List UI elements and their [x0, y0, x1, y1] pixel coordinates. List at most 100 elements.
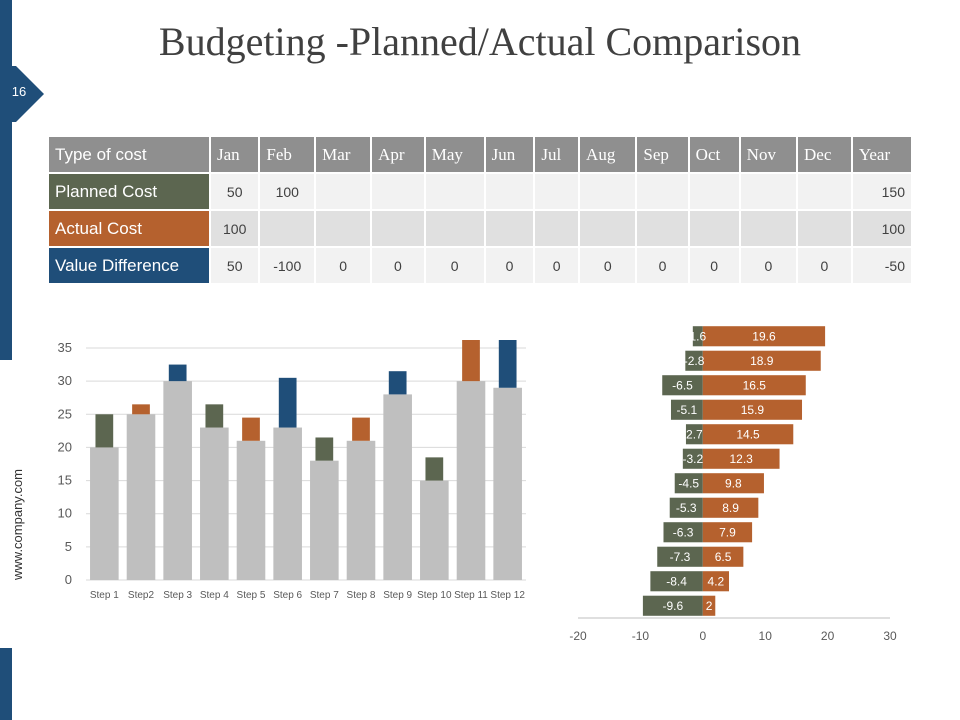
- bar-increment: [352, 417, 370, 441]
- bar-positive: [702, 326, 826, 347]
- table-cell: 100: [260, 174, 315, 209]
- table-cell: [689, 211, 739, 246]
- bar-increment: [425, 457, 444, 481]
- x-tick-label: -20: [569, 629, 587, 643]
- bar-increment: [315, 437, 334, 461]
- data-label-negative: -9.6: [663, 599, 684, 613]
- y-tick-label: 10: [58, 506, 72, 521]
- table-cell: [372, 211, 424, 246]
- bar-base: [236, 440, 266, 580]
- bar-negative: [674, 473, 703, 494]
- bar-increment: [462, 331, 480, 382]
- bar-base: [310, 460, 339, 580]
- x-tick-label: Step 3: [163, 590, 192, 601]
- table-cell: -50: [852, 248, 911, 283]
- table-cell: 50: [211, 248, 259, 283]
- table-cell: 100: [852, 211, 911, 246]
- x-tick-label: Step 5: [237, 590, 266, 601]
- bar-positive: [702, 571, 730, 592]
- y-tick-label: 20: [58, 439, 72, 454]
- y-tick-label: 25: [58, 406, 72, 421]
- table-cell: 0: [535, 248, 579, 283]
- data-label-positive: 6.5: [715, 550, 732, 564]
- x-tick-label: 30: [883, 629, 897, 643]
- bar-negative: [692, 326, 703, 347]
- bar-positive: [702, 448, 780, 469]
- table-cell: [580, 211, 636, 246]
- table-header-may: May: [425, 137, 484, 172]
- slide-number: 16: [11, 84, 27, 99]
- table-cell: [260, 211, 315, 246]
- page-title: Budgeting -Planned/Actual Comparison: [158, 19, 802, 64]
- bar-negative: [663, 522, 703, 543]
- data-label-positive: 4.2: [708, 574, 725, 588]
- x-tick-label: Step 11: [454, 590, 488, 601]
- data-label-positive: 8.9: [722, 501, 739, 515]
- table-header-nov: Nov: [740, 137, 797, 172]
- table-header-type: Type of cost: [49, 137, 209, 172]
- x-tick-label: Step 10: [417, 590, 452, 601]
- table-header-feb: Feb: [260, 137, 315, 172]
- table-header-year: Year: [852, 137, 911, 172]
- data-label-negative: -2.8: [684, 354, 705, 368]
- bar-base: [420, 480, 449, 580]
- bar-base: [90, 447, 119, 580]
- data-label-positive: 15.9: [741, 403, 765, 417]
- bar-negative: [642, 595, 703, 616]
- bar-negative: [682, 448, 703, 469]
- table-header-oct: Oct: [689, 137, 739, 172]
- x-tick-label: Step2: [128, 590, 155, 601]
- table-cell: [485, 174, 534, 209]
- y-tick-label: 30: [58, 373, 72, 388]
- table-row-label: Value Difference: [49, 248, 209, 283]
- table-header-apr: Apr: [372, 137, 424, 172]
- data-label-positive: 12.3: [729, 452, 753, 466]
- data-label-negative: -4.5: [678, 476, 699, 490]
- table-cell: [535, 174, 579, 209]
- bar-base: [273, 427, 302, 580]
- y-tick-label: 35: [58, 340, 72, 355]
- bar-positive: [702, 473, 764, 494]
- bar-base: [163, 381, 192, 580]
- table-cell: 0: [425, 248, 484, 283]
- data-label-negative: -7.3: [670, 550, 691, 564]
- table-cell: 0: [372, 248, 424, 283]
- bar-negative: [650, 571, 703, 592]
- bar-negative: [685, 350, 703, 371]
- table-cell: [425, 211, 484, 246]
- bar-negative: [670, 399, 703, 420]
- table-cell: 0: [485, 248, 534, 283]
- bar-positive: [702, 375, 806, 396]
- table-row-label: Planned Cost: [49, 174, 209, 209]
- table-cell: 100: [211, 211, 259, 246]
- bar-positive: [702, 522, 753, 543]
- table-header-row: Type of cost Jan Feb Mar Apr May Jun Jul Aug Sep O…: [49, 137, 911, 172]
- data-label-positive: 2: [706, 599, 713, 613]
- table-cell: 50: [211, 174, 259, 209]
- data-label-negative: -8.4: [666, 574, 687, 588]
- x-tick-label: 0: [699, 629, 706, 643]
- data-label-positive: 14.5: [736, 427, 760, 441]
- bar-increment: [278, 377, 297, 428]
- data-label-negative: 1.6: [689, 329, 706, 343]
- bar-positive: [702, 546, 744, 567]
- data-label-negative: -3.2: [682, 452, 703, 466]
- bar-positive: [702, 350, 821, 371]
- table-header-sep: Sep: [637, 137, 688, 172]
- table-row: Planned Cost 50 100 150: [49, 174, 911, 209]
- table-cell: 0: [689, 248, 739, 283]
- x-tick-label: 20: [821, 629, 835, 643]
- table-cell: [637, 174, 688, 209]
- table-cell: 0: [798, 248, 851, 283]
- table-row: Actual Cost 100 100: [49, 211, 911, 246]
- table-cell: 0: [316, 248, 371, 283]
- table-header-jul: Jul: [535, 137, 579, 172]
- x-tick-label: Step 4: [200, 590, 229, 601]
- bar-negative: [657, 546, 703, 567]
- data-label-negative: 2.7: [686, 427, 703, 441]
- stacked-column-chart: 0 5 10 15 20 25 30 35 Step 1 Step2 Step 3 Step 4 Ste…: [44, 331, 544, 615]
- bar-increment: [205, 404, 224, 428]
- left-accent-bar-bottom: [0, 648, 12, 720]
- table-cell: 0: [740, 248, 797, 283]
- table-cell: [372, 174, 424, 209]
